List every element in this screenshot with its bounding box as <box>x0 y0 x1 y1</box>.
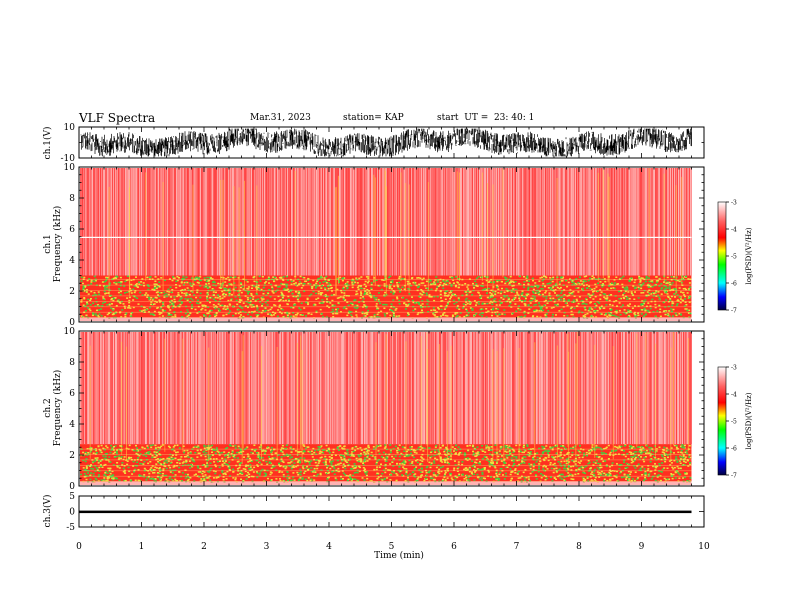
ch2-spec-ylabel: ch.2 <box>43 398 53 417</box>
x-tick-label: 2 <box>201 542 207 552</box>
y-tick-label: 2 <box>69 451 75 461</box>
colorbar-tick-label: -3 <box>731 365 737 372</box>
y-tick-label: 4 <box>69 420 75 430</box>
colorbar-tick-label: -7 <box>731 308 737 315</box>
x-tick-label: 0 <box>76 542 82 552</box>
y-tick-label: 0 <box>69 508 75 518</box>
ch2-spec-ylabel-freq: Frequency (kHz) <box>52 370 63 447</box>
start-time-label: start UT = 23: 40: 1 <box>437 113 534 123</box>
colorbar-tick-label: -6 <box>731 446 737 453</box>
ch1-spectrogram-image <box>80 168 692 321</box>
ch2-spectrogram-image <box>80 332 692 485</box>
y-tick-label: -5 <box>66 523 75 533</box>
ch1-spec-ylabel: ch.1 <box>43 234 53 253</box>
y-tick-label: 8 <box>69 358 75 368</box>
xaxis-label: Time (min) <box>374 550 424 561</box>
x-tick-label: 10 <box>698 542 710 552</box>
y-tick-label: 10 <box>64 327 76 337</box>
colorbar-tick-label: -3 <box>731 200 737 207</box>
y-tick-label: 2 <box>69 287 75 297</box>
x-tick-label: 9 <box>639 542 645 552</box>
x-tick-label: 6 <box>451 542 457 552</box>
y-tick-label: 10 <box>64 123 76 133</box>
ch1-spectrogram-panel <box>79 167 704 322</box>
ch1-ylabel: ch.1(V) <box>42 127 53 160</box>
ch1-colorbar-label: log(PSD)(V²/Hz) <box>745 227 753 284</box>
ch3-waveform-trace <box>79 511 692 513</box>
y-tick-label: 0 <box>69 482 75 492</box>
y-tick-label: 6 <box>69 225 75 235</box>
y-tick-label: -10 <box>61 154 76 164</box>
x-tick-label: 1 <box>139 542 145 552</box>
y-tick-label: 4 <box>69 256 75 266</box>
y-tick-label: 5 <box>69 492 75 502</box>
colorbar-tick-label: -4 <box>731 227 737 234</box>
y-tick-label: 8 <box>69 194 75 204</box>
y-tick-label: 10 <box>64 163 76 173</box>
y-tick-label: 6 <box>69 389 75 399</box>
date-label: Mar.31, 2023 <box>250 113 311 123</box>
ch2-colorbar-label: log(PSD)(V²/Hz) <box>745 392 753 449</box>
x-tick-label: 3 <box>264 542 270 552</box>
ch3-ylabel: ch.3(V) <box>42 495 53 528</box>
x-tick-label: 8 <box>576 542 582 552</box>
figure-title: VLF Spectra <box>79 111 155 125</box>
colorbar-tick-label: -5 <box>731 254 737 261</box>
x-tick-label: 4 <box>326 542 332 552</box>
colorbar-tick-label: -4 <box>731 392 737 399</box>
station-label: station= KAP <box>343 113 404 123</box>
x-tick-label: 7 <box>514 542 520 552</box>
colorbar-tick-label: -7 <box>731 473 737 480</box>
ch1-spec-ylabel-freq: Frequency (kHz) <box>52 206 63 283</box>
colorbar-tick-label: -6 <box>731 281 737 288</box>
ch2-spectrogram-panel <box>79 331 704 486</box>
colorbar-tick-label: -5 <box>731 419 737 426</box>
